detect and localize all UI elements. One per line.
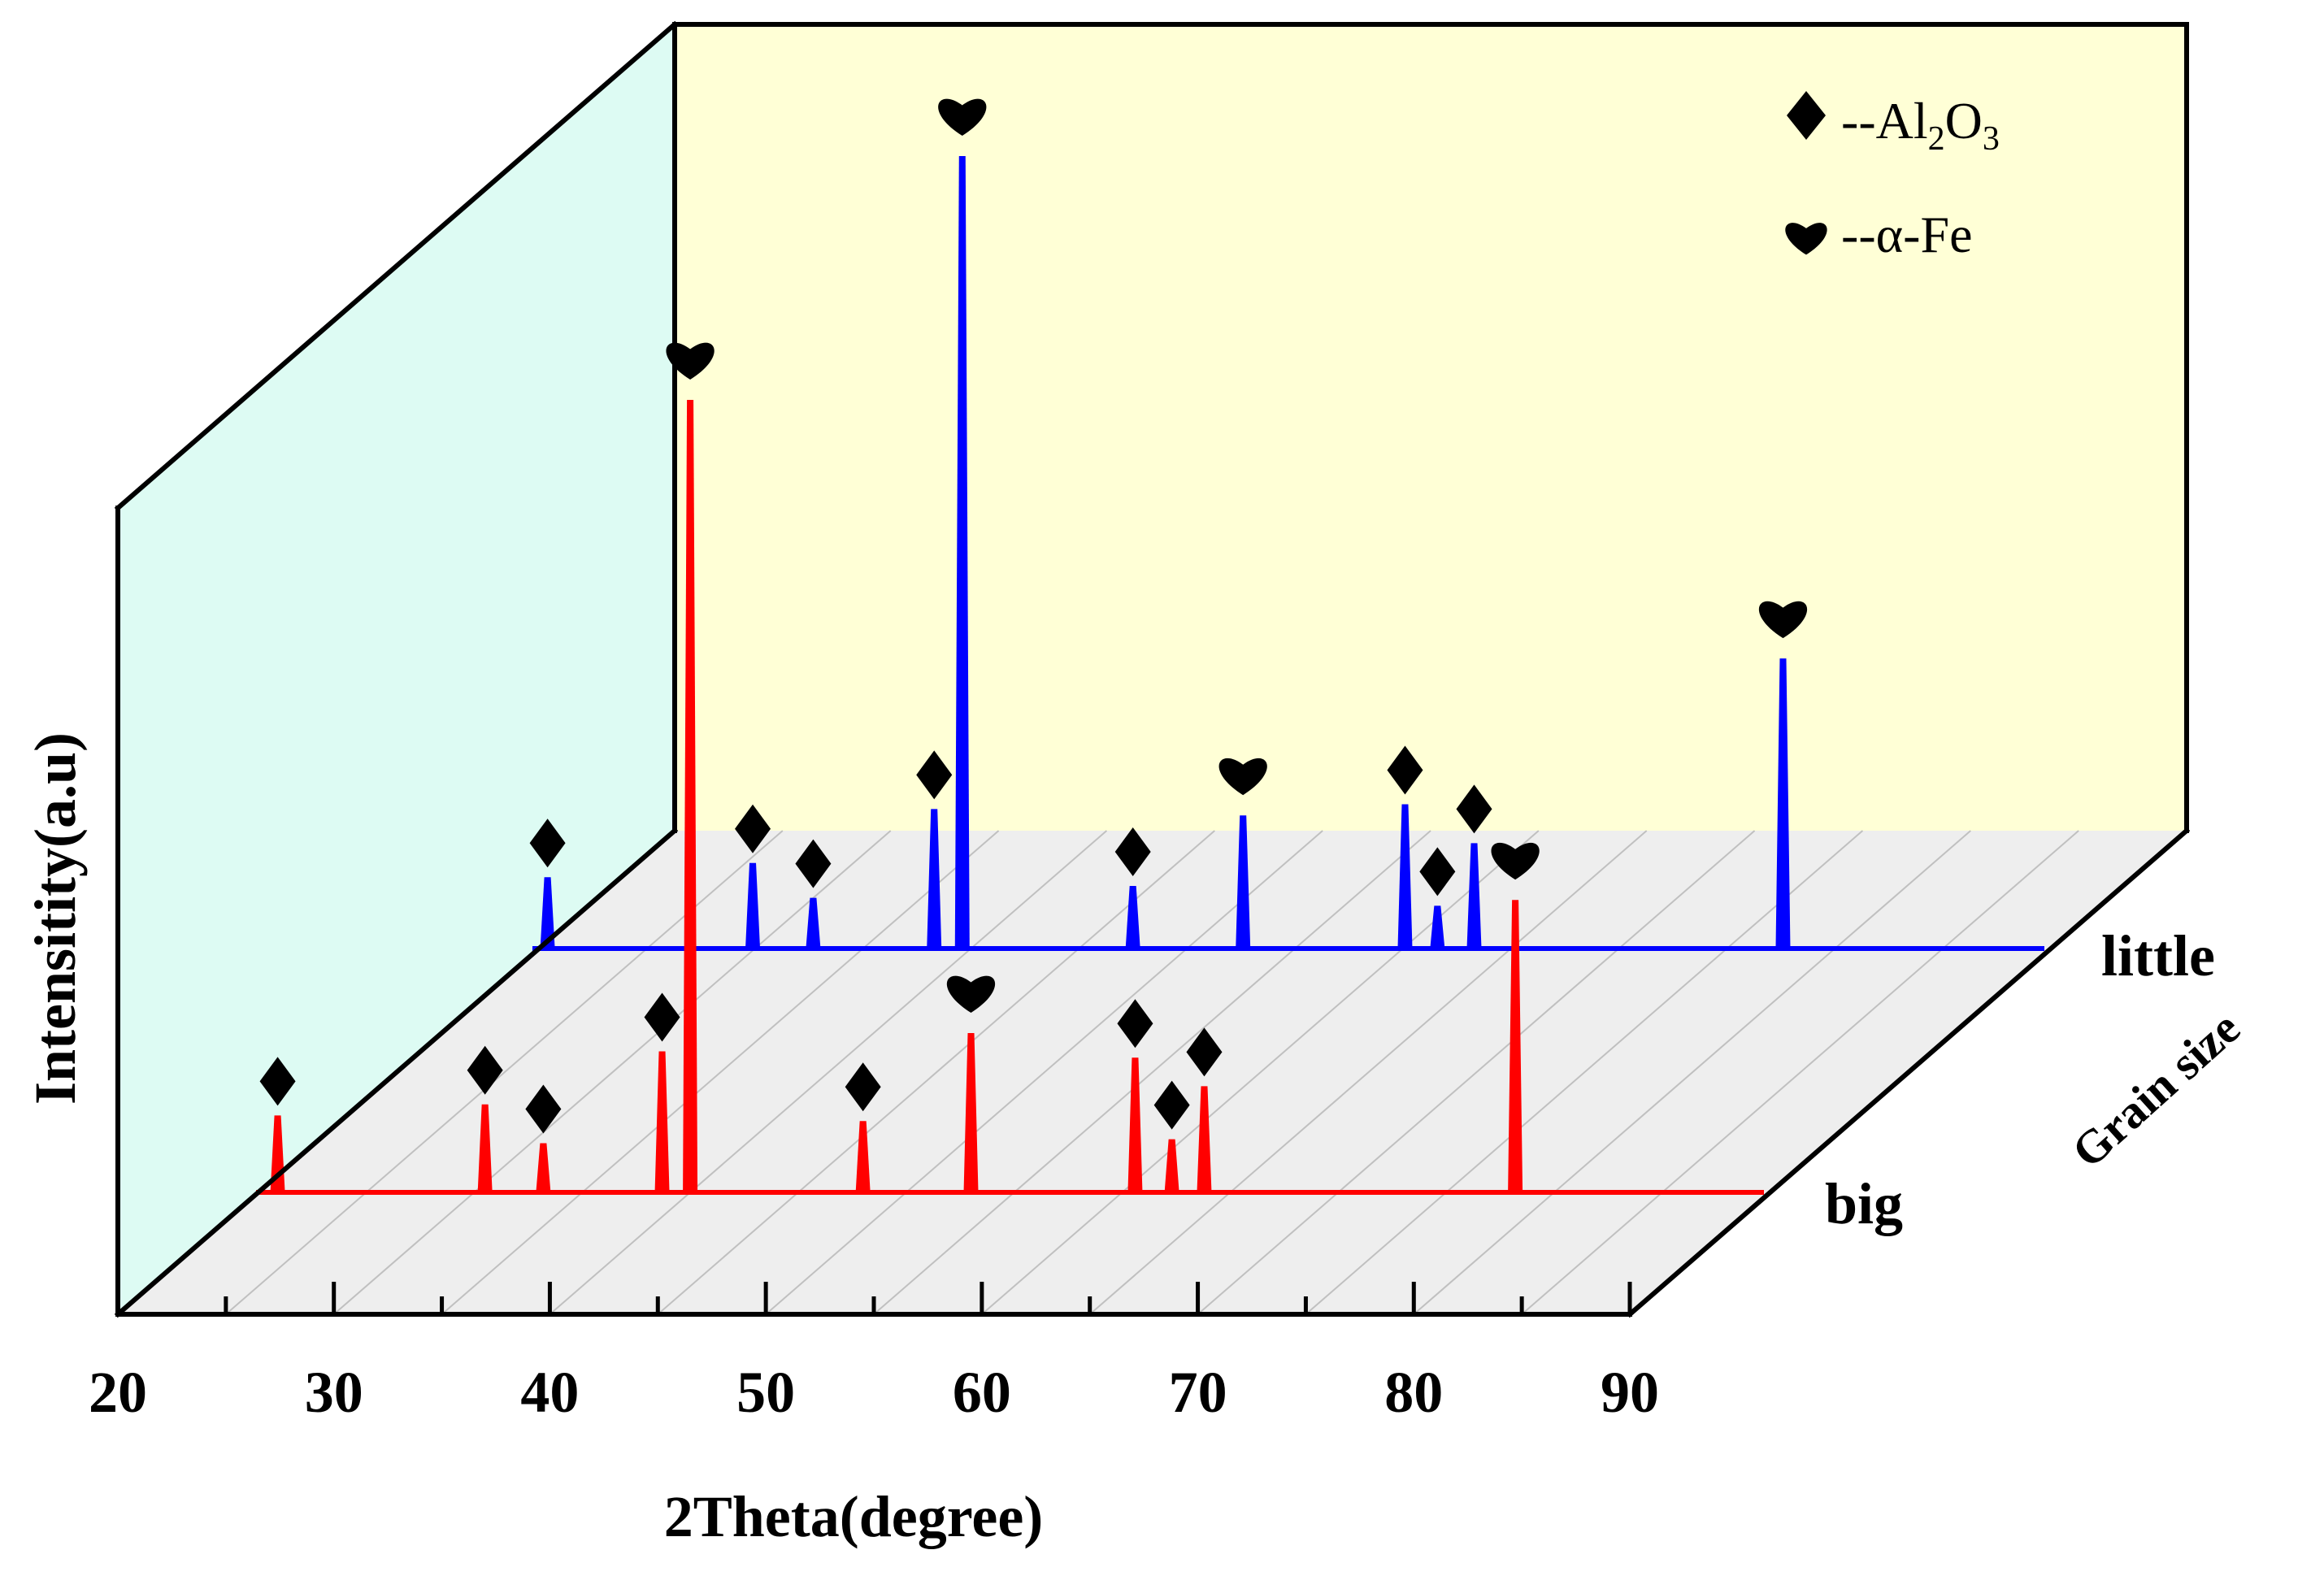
alpha-fe-marker-icon: [1491, 842, 1540, 880]
al2o3-marker-icon: [529, 818, 566, 868]
depth-gridline: [1413, 830, 1971, 1315]
series-label-big: big: [1825, 1171, 1903, 1236]
series-layer: [256, 98, 2044, 1195]
peak: [1397, 804, 1413, 949]
depth-gridline: [1305, 830, 1864, 1315]
peak: [536, 1143, 551, 1192]
peak: [1430, 905, 1445, 949]
peak: [654, 1051, 670, 1192]
legend-diamond-icon: [1787, 91, 1826, 140]
x-tick-label: 90: [1601, 1360, 1659, 1425]
x-axis-label: 2Theta(degree): [664, 1484, 1044, 1549]
al2o3-marker-icon: [259, 1057, 296, 1106]
x-tick-label: 70: [1169, 1360, 1227, 1425]
depth-gridline: [549, 830, 1108, 1315]
x-tick-label: 60: [953, 1360, 1011, 1425]
peak: [927, 809, 942, 949]
peak: [1508, 900, 1523, 1192]
depth-gridline: [981, 830, 1540, 1315]
depth-gridline: [441, 830, 1000, 1315]
alpha-fe-marker-icon: [666, 342, 715, 380]
alpha-fe-marker-icon: [1758, 601, 1808, 639]
floor-right-edge: [1626, 827, 2191, 1318]
series-little: [529, 98, 2044, 951]
legend-al2o3-sub1: 2: [1928, 120, 1945, 158]
peak: [1775, 658, 1791, 949]
al2o3-marker-icon: [735, 804, 771, 853]
al2o3-marker-icon: [1114, 827, 1151, 876]
alpha-fe-marker-icon: [946, 975, 996, 1014]
legend: --Al2O3 --α-Fe: [1785, 91, 2000, 263]
al2o3-marker-icon: [467, 1045, 503, 1095]
x-axis-ticks: 20 30 40 50 60 70 80 90: [89, 1282, 1659, 1425]
alpha-fe-marker-icon: [1218, 758, 1267, 796]
peak: [1125, 885, 1140, 949]
peak: [855, 1121, 871, 1192]
alpha-fe-marker-icon: [938, 98, 987, 136]
legend-al2o3-mid: O: [1945, 92, 1983, 150]
al2o3-marker-icon: [644, 992, 680, 1042]
al2o3-marker-icon: [1419, 847, 1456, 897]
series-big: [256, 342, 1764, 1195]
al2o3-marker-icon: [1153, 1080, 1190, 1130]
peak: [806, 897, 821, 949]
al2o3-marker-icon: [1117, 999, 1153, 1048]
peak: [954, 156, 970, 949]
peak: [477, 1104, 493, 1192]
depth-gridline: [657, 830, 1215, 1315]
y-axis-label: Intensitity(a.u): [23, 732, 88, 1105]
al2o3-marker-icon: [845, 1062, 881, 1112]
legend-al2o3-sub2: 3: [1983, 120, 2000, 158]
peak: [540, 877, 555, 949]
peak: [1197, 1086, 1212, 1192]
peak: [963, 1033, 979, 1192]
legend-entry-al2o3: --Al2O3: [1841, 92, 2000, 158]
back-wall: [675, 24, 2187, 831]
side-wall: [118, 24, 675, 1314]
depth-gridline: [765, 830, 1323, 1315]
peak: [1236, 815, 1251, 949]
side-top-edge: [114, 20, 679, 512]
axis-frame: [114, 20, 2191, 1318]
depth-axis-label: Grain size: [2061, 1001, 2249, 1179]
peak: [683, 400, 698, 1192]
al2o3-marker-icon: [916, 750, 953, 800]
depth-gridline: [1089, 830, 1648, 1315]
peak: [1127, 1057, 1143, 1192]
depth-gridline: [1197, 830, 1756, 1315]
x-tick-label: 40: [520, 1360, 579, 1425]
depth-gridline: [873, 830, 1431, 1315]
al2o3-marker-icon: [1186, 1027, 1223, 1077]
depth-gridline: [333, 830, 892, 1315]
x-tick-label: 30: [305, 1360, 363, 1425]
floor-left-edge: [114, 827, 679, 1318]
legend-al2o3-prefix: --Al: [1841, 92, 1928, 150]
al2o3-marker-icon: [795, 839, 832, 888]
peak: [1466, 843, 1482, 949]
al2o3-marker-icon: [525, 1084, 562, 1134]
series-label-little: little: [2101, 923, 2215, 988]
peak: [1164, 1139, 1179, 1192]
al2o3-marker-icon: [1456, 784, 1492, 834]
al2o3-marker-icon: [1387, 745, 1423, 795]
legend-entry-alpha-fe: --α-Fe: [1841, 206, 1972, 263]
peak: [745, 862, 761, 949]
legend-heart-icon: [1785, 223, 1827, 255]
x-tick-label: 50: [736, 1360, 795, 1425]
depth-gridline: [1521, 830, 2079, 1315]
x-tick-label: 80: [1384, 1360, 1443, 1425]
x-tick-label: 20: [89, 1360, 147, 1425]
